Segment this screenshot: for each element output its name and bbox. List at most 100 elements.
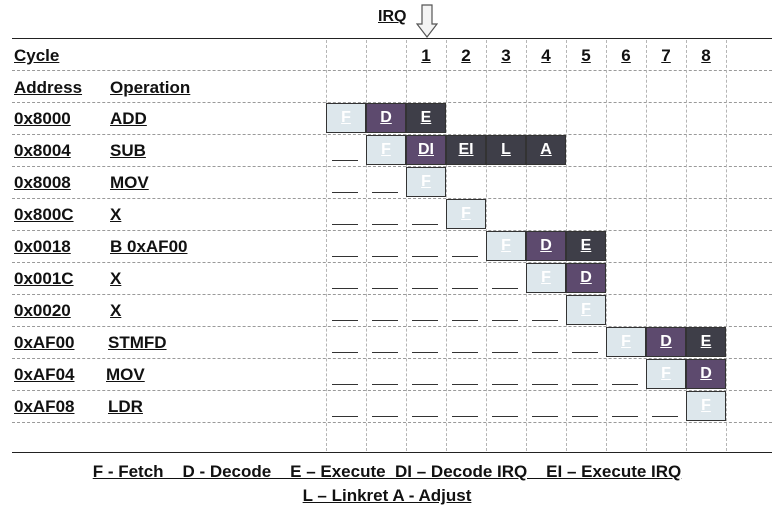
cycle-number: 1 (421, 46, 431, 65)
row-address: 0x8000 (14, 109, 71, 128)
row-operation: B 0xAF00 (110, 237, 188, 256)
empty-slot (372, 384, 398, 385)
stage-cell: EI (446, 135, 486, 165)
grid-line (12, 38, 772, 39)
row-address: 0x8004 (14, 141, 71, 160)
grid-line (12, 230, 772, 231)
row-operation: SUB (110, 141, 146, 160)
grid-line (12, 70, 772, 71)
cycle-number: 8 (701, 46, 711, 65)
cycle-number: 6 (621, 46, 631, 65)
grid-column-line (406, 40, 407, 451)
empty-slot (332, 416, 358, 417)
row-address: 0x0018 (14, 237, 71, 256)
stage-cell: F (446, 199, 486, 229)
empty-slot (572, 416, 598, 417)
row-address: 0x800C (14, 205, 74, 224)
stage-cell: F (366, 135, 406, 165)
stage-cell: A (526, 135, 566, 165)
stage-cell: F (606, 327, 646, 357)
row-operation: ADD (110, 109, 147, 128)
row-address: 0x8008 (14, 173, 71, 192)
empty-slot (492, 384, 518, 385)
empty-slot (412, 256, 438, 257)
empty-slot (612, 416, 638, 417)
grid-line (12, 452, 772, 453)
empty-slot (332, 256, 358, 257)
empty-slot (332, 288, 358, 289)
stage-cell: E (686, 327, 726, 357)
grid-line (12, 422, 772, 423)
cycle-header: Cycle (14, 46, 60, 65)
empty-slot (452, 384, 478, 385)
empty-slot (572, 384, 598, 385)
legend-line-1: F - Fetch D - Decode E – Execute DI – De… (92, 462, 682, 481)
stage-cell: F (326, 103, 366, 133)
cycle-number: 5 (581, 46, 591, 65)
grid-line (12, 198, 772, 199)
stage-cell: F (406, 167, 446, 197)
grid-line (12, 166, 772, 167)
empty-slot (372, 320, 398, 321)
stage-cell: D (686, 359, 726, 389)
empty-slot (652, 416, 678, 417)
empty-slot (412, 288, 438, 289)
empty-slot (532, 320, 558, 321)
empty-slot (492, 320, 518, 321)
stage-cell: F (686, 391, 726, 421)
empty-slot (492, 352, 518, 353)
address-header: Address (14, 78, 83, 97)
grid-column-line (446, 40, 447, 451)
row-operation: X (110, 205, 122, 224)
empty-slot (452, 256, 478, 257)
row-address: 0xAF08 (14, 397, 75, 416)
stage-cell: E (566, 231, 606, 261)
empty-slot (332, 320, 358, 321)
empty-slot (452, 320, 478, 321)
grid-line (12, 390, 772, 391)
empty-slot (332, 384, 358, 385)
stage-cell: F (566, 295, 606, 325)
stage-cell: F (646, 359, 686, 389)
empty-slot (412, 416, 438, 417)
cycle-number: 2 (461, 46, 471, 65)
row-address: 0x001C (14, 269, 74, 288)
row-operation: MOV (106, 365, 145, 384)
operation-header: Operation (110, 78, 191, 97)
stage-cell: D (566, 263, 606, 293)
stage-cell: L (486, 135, 526, 165)
row-address: 0x0020 (14, 301, 71, 320)
row-operation: LDR (108, 397, 143, 416)
empty-slot (452, 288, 478, 289)
stage-cell: DI (406, 135, 446, 165)
cycle-number: 4 (541, 46, 551, 65)
cycle-number: 7 (661, 46, 671, 65)
grid-column-line (606, 40, 607, 451)
empty-slot (452, 416, 478, 417)
empty-slot (412, 224, 438, 225)
stage-cell: D (526, 231, 566, 261)
empty-slot (372, 256, 398, 257)
grid-column-line (366, 40, 367, 451)
empty-slot (532, 384, 558, 385)
grid-column-line (686, 40, 687, 451)
empty-slot (372, 352, 398, 353)
empty-slot (452, 352, 478, 353)
empty-slot (572, 352, 598, 353)
empty-slot (412, 352, 438, 353)
stage-cell: F (526, 263, 566, 293)
empty-slot (412, 320, 438, 321)
empty-slot (332, 192, 358, 193)
down-arrow-icon (416, 4, 438, 38)
stage-cell: E (406, 103, 446, 133)
empty-slot (372, 288, 398, 289)
empty-slot (332, 160, 358, 161)
empty-slot (492, 288, 518, 289)
cycle-number: 3 (501, 46, 511, 65)
stage-cell: F (486, 231, 526, 261)
row-operation: STMFD (108, 333, 167, 352)
grid-column-line (326, 40, 327, 451)
stage-cell: D (366, 103, 406, 133)
row-address: 0xAF00 (14, 333, 75, 352)
row-operation: X (110, 301, 122, 320)
